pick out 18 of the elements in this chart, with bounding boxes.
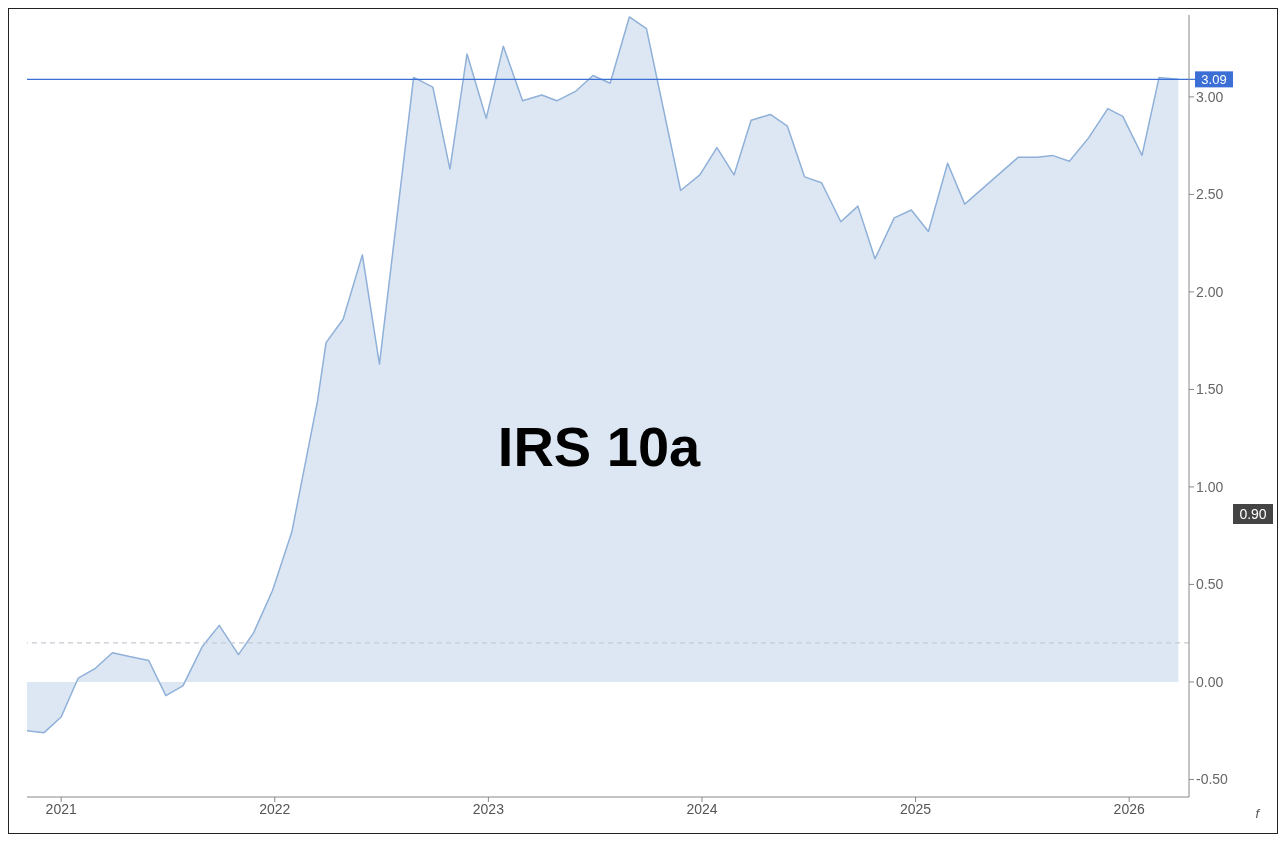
y-tick-label: 1.00 xyxy=(1196,478,1224,495)
x-tick-label: 2022 xyxy=(259,800,291,817)
text: 0.90 xyxy=(1233,504,1273,524)
y-tick-label: 3.00 xyxy=(1196,88,1224,105)
y-tick-label: -0.50 xyxy=(1196,771,1229,788)
x-tick-label: 2023 xyxy=(472,800,505,817)
y-tick-label: 2.50 xyxy=(1196,186,1224,203)
text: f xyxy=(1255,806,1259,821)
y-tick-label: 2.00 xyxy=(1196,283,1224,300)
x-tick-label: 2024 xyxy=(686,800,718,817)
x-tick-label: 2025 xyxy=(900,800,932,817)
y-tick-label: 0.50 xyxy=(1196,576,1224,593)
y-tick-label: 0.00 xyxy=(1196,673,1224,690)
x-tick-label: 2021 xyxy=(45,800,77,817)
y-tick-label: 1.50 xyxy=(1196,381,1224,398)
x-tick-label: 2026 xyxy=(1113,800,1145,817)
text: IRS 10a xyxy=(496,414,702,479)
ref-line-label: 3.09 xyxy=(1201,72,1227,88)
